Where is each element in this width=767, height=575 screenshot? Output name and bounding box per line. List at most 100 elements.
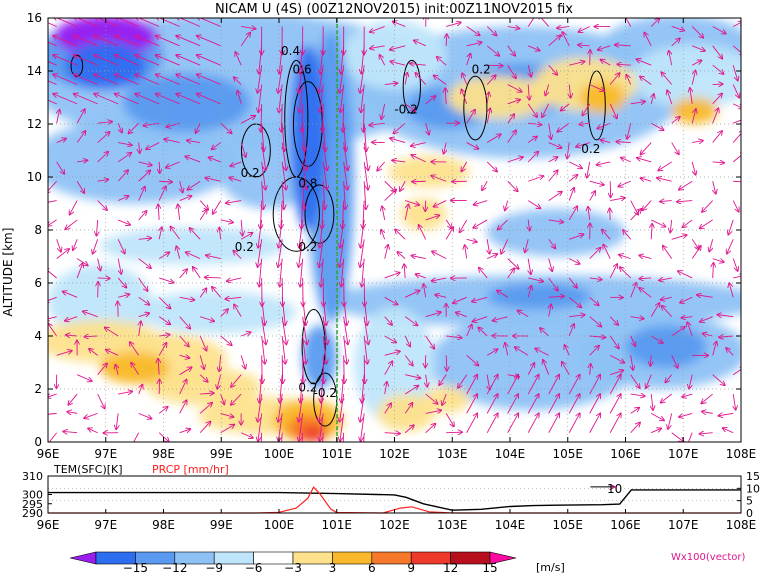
contour-label: 0.2 (241, 166, 260, 180)
wind-vector (630, 102, 645, 104)
x-tick-label: 98E (152, 447, 175, 461)
wind-vector (261, 335, 265, 364)
wind-vector (461, 89, 468, 105)
wind-region (446, 76, 551, 119)
color-legend: −15 −12 −9 −6 −3 3 6 9 12 15 [m/s] Wx100(vector) (69, 551, 746, 575)
wind-vector (117, 153, 131, 163)
wind-vector (732, 152, 741, 163)
wind-vector (179, 335, 189, 346)
wind-vector (597, 162, 611, 165)
wind-vector (118, 294, 129, 297)
x-tick-label: 102E (379, 447, 410, 461)
wind-vector (528, 123, 541, 125)
wind-vector (300, 258, 302, 287)
wind-vector (199, 355, 204, 369)
wind-vector (712, 258, 724, 263)
wind-vector (528, 65, 531, 77)
wind-vector (340, 413, 345, 441)
wind-vector (384, 316, 392, 325)
wind-vector (48, 41, 57, 47)
wind-vector (279, 84, 283, 113)
y-tick-label: 0 (34, 435, 42, 449)
wind-vector (507, 45, 515, 56)
wind-region (354, 306, 435, 424)
wind-vector (733, 118, 741, 124)
colorbar-max-triangle (489, 551, 517, 565)
colorbar-label: 3 (329, 561, 337, 575)
wind-vector (712, 64, 724, 74)
contour-label: -0.2 (313, 386, 336, 400)
wind-vector (241, 219, 242, 236)
y-tick-label: 4 (34, 329, 42, 343)
wind-vector (679, 412, 693, 417)
wind-vector (240, 432, 253, 438)
wind-vector (66, 335, 78, 336)
wind-vector (732, 65, 737, 80)
wind-vector (410, 64, 426, 66)
wind-vector (569, 84, 570, 98)
colorbar-label: −15 (123, 561, 148, 575)
wind-vector (671, 432, 684, 442)
wind-vector (507, 268, 514, 279)
panel-x-tick-label: 98E (152, 518, 175, 532)
wind-vector (507, 114, 515, 124)
wind-vector (96, 219, 97, 236)
wind-vector (486, 161, 497, 172)
wind-vector (179, 196, 192, 202)
wind-vector (691, 26, 703, 37)
wind-vector (610, 370, 623, 376)
wind-vector (445, 88, 446, 104)
wind-vector (219, 228, 220, 240)
wind-vector (609, 73, 619, 85)
wind-vector (535, 348, 549, 356)
wind-vector (385, 382, 387, 395)
contour-line (240, 123, 271, 178)
wind-vector (180, 181, 183, 192)
wind-vector (197, 94, 221, 105)
wind-vector (199, 288, 206, 298)
precipitation-line (48, 486, 741, 514)
wind-vector (507, 100, 520, 105)
wind-vector (199, 422, 210, 434)
wind-vector (363, 432, 365, 442)
y-tick-label: 12 (27, 117, 42, 131)
wind-vector (76, 109, 85, 124)
wind-vector (528, 84, 529, 100)
wind-vector (689, 374, 692, 389)
panel-x-tick-label: 105E (553, 518, 584, 532)
wind-vectors (48, 18, 741, 442)
wind-vector (527, 136, 537, 143)
wind-vector (548, 170, 558, 182)
wind-vector (404, 264, 405, 278)
wind-vector (170, 227, 181, 240)
wind-vector (568, 375, 580, 395)
wind-vector (507, 394, 519, 414)
wind-vector (712, 94, 722, 105)
wind-vector (212, 142, 221, 150)
wind-vector (411, 155, 426, 163)
wind-vector (465, 245, 467, 259)
wind-vector (73, 239, 78, 250)
wind-vector (363, 161, 368, 190)
colorbar-label: −9 (205, 561, 223, 575)
wind-vector (445, 413, 454, 426)
wind-vector (370, 46, 385, 49)
wind-vector (466, 394, 478, 414)
wind-vector (482, 181, 488, 190)
panel-x-tick-label: 108E (726, 518, 757, 532)
wind-vector (630, 423, 640, 434)
wind-vector (527, 18, 537, 27)
wind-vector (486, 45, 499, 56)
wind-vector (713, 263, 714, 278)
wind-vector (220, 220, 233, 223)
wind-region (302, 426, 326, 442)
wind-vector (240, 116, 255, 124)
wind-vector (680, 296, 693, 302)
wind-vector (589, 413, 601, 433)
wind-vector (323, 355, 324, 383)
wind-vector (404, 103, 415, 111)
wind-vector (48, 80, 57, 85)
wind-vector (505, 200, 508, 211)
wind-vector (540, 328, 549, 337)
wind-vector (661, 72, 673, 85)
